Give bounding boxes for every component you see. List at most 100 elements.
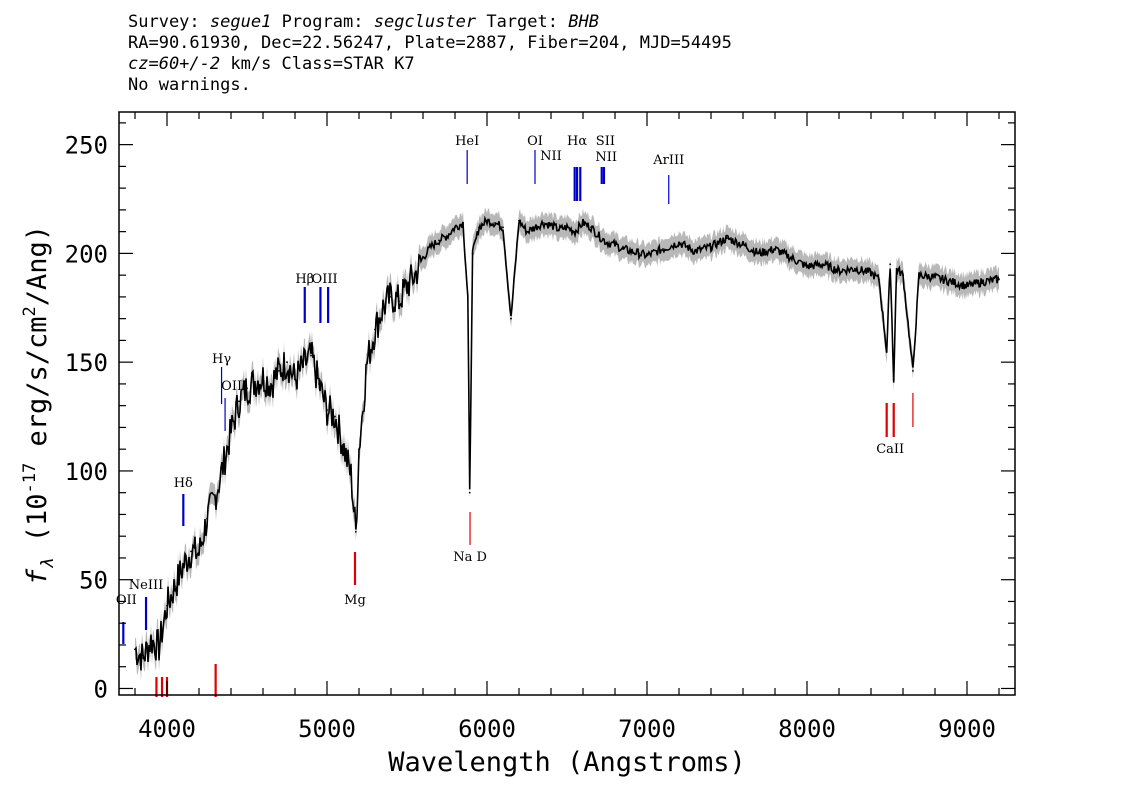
y-tick-label: 0 [94,675,108,703]
spectrum-point [166,604,168,607]
spectrum-point [694,250,696,253]
program-value: segcluster [373,12,477,32]
spectrum-point [614,243,616,246]
spectrum-point [902,274,904,277]
spectrum-point [982,280,984,283]
spectrum-point [198,552,200,555]
y-axis-title-exponent-1: -17 [20,463,40,494]
spectrum-point [238,400,240,403]
spectrum-point [246,387,248,390]
spectrum-point [374,328,376,331]
x-tick-label: 7000 [618,715,676,743]
survey-value: segue1 [209,12,272,32]
y-axis-title-part-a: (10 [22,494,53,559]
spectrum-point [462,222,464,224]
spectrum-point [502,226,504,229]
redshift-value: cz=60+/-2 [128,54,221,74]
spectrum-point [430,245,432,248]
x-tick-label: 8000 [778,715,836,743]
target-value: BHB [568,12,599,32]
spectrum-point [222,465,224,468]
y-axis-title-subscript: λ [38,559,58,569]
spectrum-point [950,280,952,283]
header-line-warnings: No warnings. [128,75,251,95]
y-axis-title: fλ (10-17 erg/s/cm2/Ang) [20,225,58,585]
spectrum-point [518,219,520,222]
spectrum-point [134,648,136,651]
y-axis-title-symbol: f [22,568,53,585]
spectrum-point [638,252,640,255]
spectrum-point [294,378,296,381]
spectrum-point [366,361,368,364]
spectrum-point [398,300,400,303]
spectrum-point [892,378,895,381]
spectrum-point [158,646,160,649]
spectrum-point [206,517,208,520]
spectrum-point [566,226,568,229]
spectrum-point [446,235,448,237]
x-axis-title: Wavelength (Angstroms) [388,747,746,778]
spectrum-point [630,250,632,253]
spectrum-point [590,226,592,229]
spectrum-point [486,219,488,222]
emission-line-label: SII [596,134,615,149]
spectrum-point [494,222,496,224]
y-tick-label: 50 [79,567,108,595]
spectrum-point [278,369,280,372]
spectrum-point [318,383,320,385]
spectrum-point [466,296,469,298]
error-band-layer [135,207,999,682]
spectrum-point [550,224,552,227]
x-tick-label: 9000 [938,715,996,743]
survey-label: Survey: [128,12,200,32]
class-value: km/s Class=STAR K7 [220,54,415,74]
y-axis-title-exponent-2: 2 [20,306,40,316]
spectrum-point [174,585,176,588]
header-line-redshift: cz=60+/-2 km/s Class=STAR K7 [128,54,732,75]
spectrum-point [358,448,360,451]
x-tick-label: 4000 [138,715,196,743]
spectrum-point [468,491,471,494]
spectrum-point [558,228,560,231]
target-label: Target: [486,12,558,32]
emission-line-label: NeIII [129,578,163,593]
spectrum-point [422,256,424,259]
spectrum-point [758,252,760,255]
spectrum-point [854,267,856,270]
spectrum-point [534,226,536,229]
spectrum-point [382,306,384,309]
spectrum-point [342,443,344,446]
header-line-survey: Survey: segue1 Program: segcluster Targe… [128,12,732,33]
spectrum-point [471,252,474,255]
spectrum-point [870,272,872,274]
spectrum-point [912,369,914,372]
spectrum-line-layer [134,215,1000,671]
spectrum-point [438,239,440,242]
spectrum-point [190,550,192,553]
spectrum-point [542,222,544,224]
spectrum-point [662,248,664,250]
spectrum-point [889,263,892,266]
emission-line-label: NII [540,149,562,164]
spectrum-point [334,415,336,418]
spectrum-point [478,226,480,229]
spectrum-line [134,215,1000,671]
spectrum-point [918,274,920,277]
spectrum-point [895,267,898,270]
spectrum-point [454,226,456,229]
spectrum-point [806,265,808,268]
spectrum-point [998,278,1000,281]
spectrum-point [606,241,608,244]
spectrum-point [790,256,792,259]
emission-line-label: OII [116,593,137,608]
absorption-line-label: Mg [344,593,366,608]
absorption-line-label: CaII [876,442,904,457]
x-tick-label: 5000 [298,715,356,743]
spectrum-point [742,243,744,246]
spectrum-point [526,230,528,233]
spectrum-point [230,430,232,433]
spectrum-point [510,317,512,320]
spectrum-point [406,285,408,287]
spectrum-point [878,278,880,281]
